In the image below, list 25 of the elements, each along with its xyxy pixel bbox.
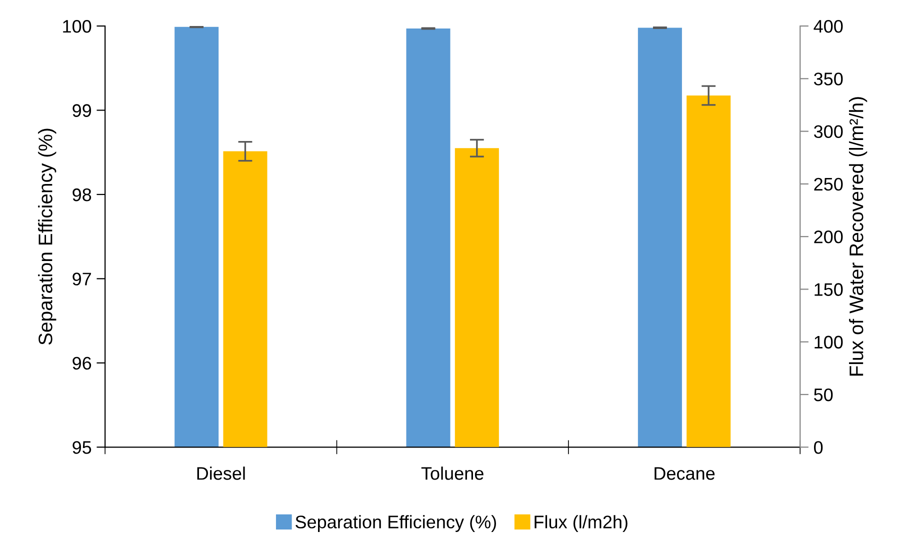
y-tick-label: 96 xyxy=(72,356,92,370)
legend-label: Flux (l/m2h) xyxy=(534,515,628,532)
y-tick-label: 100 xyxy=(63,20,92,33)
y2-tick-label: 0 xyxy=(814,441,823,454)
y-axis-title: Separation Efficiency (%) xyxy=(38,128,56,345)
y2-tick-label: 350 xyxy=(814,72,843,86)
y-tick-label: 95 xyxy=(72,441,92,454)
bar xyxy=(454,148,499,448)
bar xyxy=(223,151,268,448)
legend-label: Separation Efficiency (%) xyxy=(296,515,496,532)
y-tick-label: 98 xyxy=(72,188,92,202)
y-tick-label: 97 xyxy=(72,272,91,286)
bar xyxy=(686,96,731,448)
y2-tick-label: 50 xyxy=(814,388,833,402)
y2-tick-label: 200 xyxy=(814,230,843,244)
y2-tick-label: 300 xyxy=(814,125,843,138)
y2-tick-label: 400 xyxy=(814,20,843,33)
y2-tick-label: 250 xyxy=(814,178,843,191)
y2-axis-title: Flux of Water Recovered (l/m²/h) xyxy=(848,97,868,376)
x-tick-label: Decane xyxy=(654,467,715,480)
x-tick-label: Toluene xyxy=(421,466,484,480)
y-tick-label: 99 xyxy=(72,104,92,117)
y2-tick-label: 100 xyxy=(814,336,843,349)
x-tick-label: Diesel xyxy=(197,466,245,480)
y2-tick-label: 150 xyxy=(814,283,843,296)
